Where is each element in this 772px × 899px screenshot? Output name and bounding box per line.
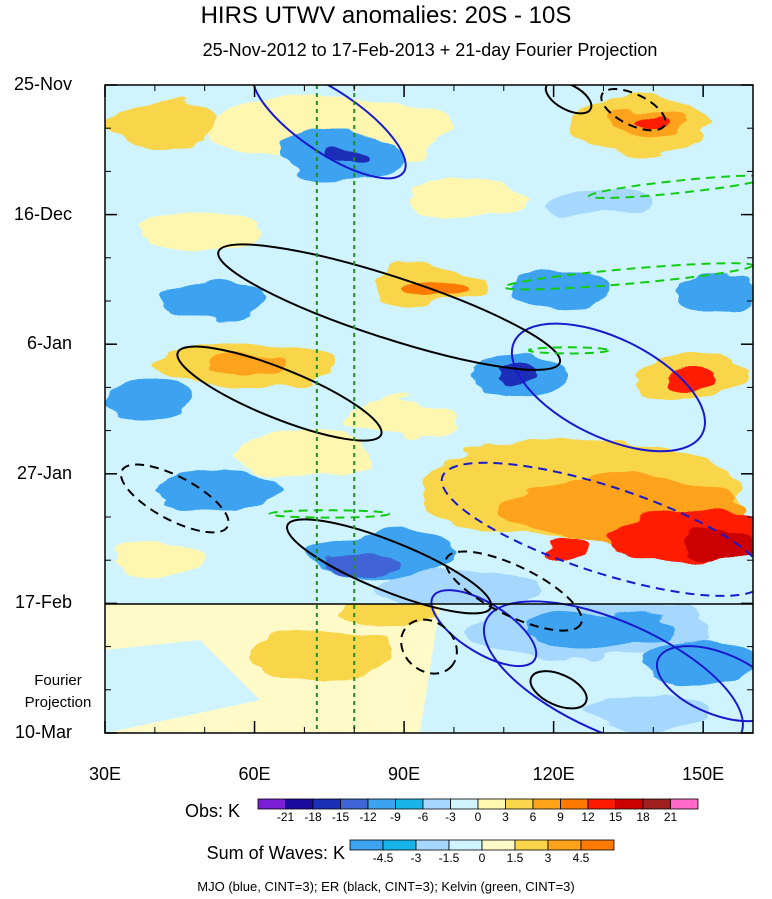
mjo-contour	[482, 600, 744, 733]
colorbar-swatch	[670, 798, 699, 810]
obs-colorbar-label: Obs: K	[184, 801, 240, 821]
y-tick-label: 25-Nov	[13, 74, 72, 94]
er-contour	[444, 550, 583, 632]
colorbar-swatch	[285, 798, 314, 810]
colorbar-swatch	[312, 798, 341, 810]
y-tick-label: 6-Jan	[26, 333, 72, 354]
colorbar-tick-label: -6	[417, 810, 429, 824]
colorbar-tick-label: 6	[529, 810, 537, 824]
projection-label-line2: Projection	[24, 694, 92, 711]
colorbar-swatch	[642, 798, 671, 810]
x-axis-ticks	[104, 85, 704, 733]
colorbar-swatch	[349, 839, 384, 851]
x-tick-label: 30E	[88, 764, 122, 784]
y-axis-ticks	[105, 84, 753, 734]
chart-subtitle: 25-Nov-2012 to 17-Feb-2013 + 21-day Four…	[202, 40, 658, 60]
y-tick-label: 17-Feb	[14, 592, 72, 613]
mjo-contour	[430, 589, 538, 668]
colorbar-swatch	[514, 839, 549, 851]
x-tick-label: 60E	[238, 764, 271, 784]
colorbar-swatch	[257, 798, 286, 810]
colorbar-tick-label: 0	[478, 851, 486, 865]
colorbar-swatch	[580, 839, 615, 851]
kelvin-contour	[587, 174, 753, 200]
colorbar-swatch	[505, 798, 534, 810]
colorbar-tick-label: -4.5	[372, 851, 394, 865]
x-tick-label: 150E	[682, 764, 725, 784]
colorbar-tick-label: 3	[502, 810, 509, 824]
obs-colorbar	[257, 798, 699, 810]
colorbar-tick-label: 18	[636, 810, 650, 824]
plot-frame	[104, 84, 754, 734]
colorbar-tick-label: -1.5	[438, 851, 460, 865]
chart-title: HIRS UTWV anomalies: 20S - 10S	[200, 2, 572, 29]
colorbar-swatch	[547, 839, 582, 851]
er-contour	[600, 88, 667, 132]
wave-contours	[120, 85, 753, 733]
x-tick-label: 120E	[532, 764, 575, 784]
colorbar-swatch	[587, 798, 616, 810]
colorbar-swatch	[415, 839, 450, 851]
colorbar-tick-label: 12	[581, 810, 595, 824]
er-contour	[400, 618, 458, 675]
colorbar-tick-label: -15	[331, 810, 350, 824]
y-tick-label: 27-Jan	[16, 462, 72, 483]
colorbar-swatch	[448, 839, 483, 851]
er-contour	[529, 670, 588, 710]
colorbar-swatch	[422, 798, 451, 810]
colorbar-tick-label: 0	[474, 810, 482, 824]
projection-field	[105, 604, 753, 733]
colorbar-swatch	[481, 839, 516, 851]
colorbar-tick-label: 3	[544, 851, 552, 865]
obs-anomaly-field	[105, 95, 753, 604]
mjo-contour	[510, 322, 706, 453]
colorbar-swatch	[560, 798, 589, 810]
colorbar-tick-label: -3	[410, 851, 422, 865]
y-tick-label: 16-Dec	[13, 203, 72, 224]
colorbar-swatch	[532, 798, 561, 810]
waves-colorbar-label: Sum of Waves: K	[206, 843, 345, 863]
legend-footnote: MJO (blue, CINT=3); ER (black, CINT=3); …	[197, 879, 575, 894]
colorbar-tick-label: 4.5	[572, 851, 590, 865]
er-contour	[217, 243, 562, 371]
colorbar-tick-label: -3	[445, 810, 456, 824]
colorbar-tick-label: -12	[359, 810, 377, 824]
colorbar-tick-label: -18	[304, 810, 322, 824]
er-contour	[176, 345, 383, 442]
waves-colorbar	[349, 839, 615, 851]
mjo-contour	[440, 461, 753, 597]
colorbar-swatch	[340, 798, 369, 810]
colorbar-swatch	[450, 798, 479, 810]
kelvin-contour	[268, 509, 391, 519]
colorbar-tick-label: 15	[608, 810, 623, 824]
mjo-contour	[251, 85, 407, 180]
colorbar-swatch	[477, 798, 506, 810]
projection-label: Fourier Projection	[18, 670, 98, 714]
mjo-contour	[655, 645, 753, 723]
colorbar-tick-label: 1.5	[506, 851, 524, 865]
colorbar-tick-label: -9	[390, 810, 401, 824]
colorbar-swatch	[382, 839, 417, 851]
x-tick-label: 90E	[388, 764, 421, 784]
projection-label-line1: Fourier	[34, 672, 82, 689]
colorbar-swatch	[615, 798, 644, 810]
colorbar-tick-label: 21	[663, 810, 678, 824]
colorbar-swatch	[395, 798, 424, 810]
y-tick-label: 10-Mar	[14, 722, 72, 742]
colorbar-swatch	[367, 798, 396, 810]
kelvin-contour	[527, 346, 610, 355]
reference-lines	[315, 85, 356, 733]
colorbar-tick-label: -21	[276, 810, 295, 824]
colorbar-tick-label: 9	[557, 810, 564, 824]
